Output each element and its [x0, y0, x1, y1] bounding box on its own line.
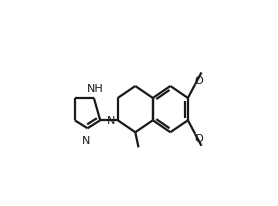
Text: N: N	[82, 135, 90, 145]
Text: NH: NH	[87, 84, 104, 94]
Text: O: O	[195, 133, 203, 143]
Text: O: O	[195, 76, 203, 86]
Text: N: N	[107, 116, 116, 126]
